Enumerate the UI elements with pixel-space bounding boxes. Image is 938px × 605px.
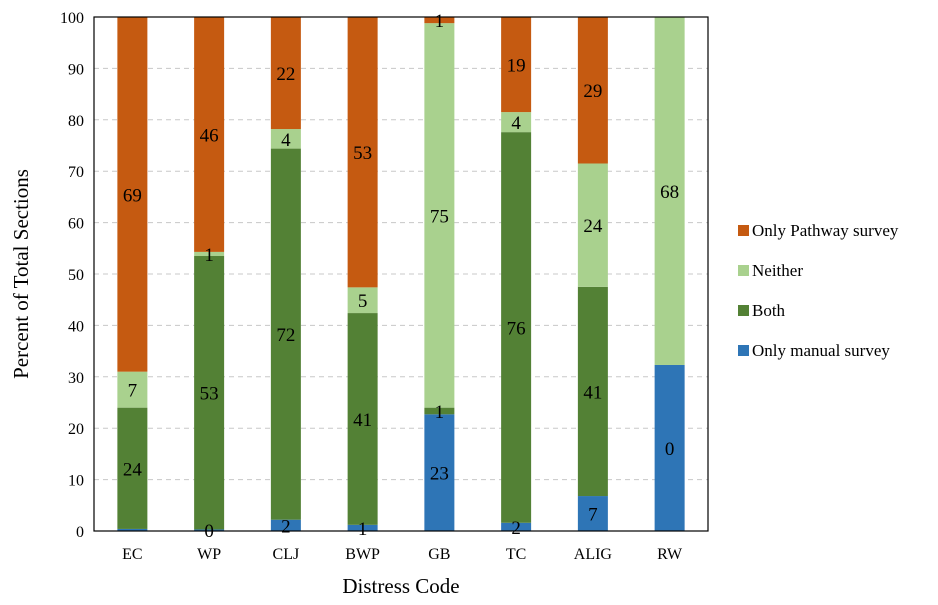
data-label: 76 [507,318,526,339]
bar-segment [117,371,148,408]
bar-segments [117,17,685,531]
data-label: 4 [511,113,521,134]
y-tick-label: 90 [68,61,84,78]
legend-label: Neither [752,261,803,280]
bar-segment [577,163,608,287]
data-label: 41 [353,410,372,431]
legend-swatch [738,345,749,356]
data-label: 1 [204,245,214,266]
data-label: 1 [358,519,368,540]
x-tick-label: ALIG [574,546,613,563]
bar-segment [424,17,455,24]
data-label: 7 [588,505,598,526]
data-label: 68 [660,182,679,203]
data-label: 0 [665,439,675,460]
y-tick-label: 20 [68,421,84,438]
bar-segment [194,251,225,257]
data-label: 22 [276,64,295,85]
data-label: 53 [200,384,219,405]
data-label: 75 [430,206,449,227]
bar-segment [501,112,532,133]
bar-segment [424,23,455,408]
gridlines [94,67,708,481]
bar-segment [577,496,608,531]
bar-segment [270,148,301,520]
bar-segment [117,17,148,372]
data-label: 7 [128,381,138,402]
bar-segment [577,286,608,497]
bar-segment [270,17,301,130]
bar-segment [424,407,455,415]
bar-segment [117,407,148,529]
y-tick-label: 70 [68,164,84,181]
legend-swatch [738,225,749,236]
bar-segment [117,528,148,531]
data-label: 41 [583,382,602,403]
x-axis-title: Distress Code [342,574,459,598]
bar-segment [270,519,301,531]
y-tick-label: 0 [76,524,84,541]
x-axis-ticks: EC WP CLJ BWP GB TC ALIG RW [122,546,683,563]
bar-segment [194,17,225,252]
x-tick-label: CLJ [273,546,300,563]
x-tick-label: EC [122,546,142,563]
data-label: 2 [281,516,291,537]
data-label: 69 [123,185,142,206]
y-tick-label: 40 [68,318,84,335]
y-tick-label: 60 [68,216,84,233]
x-tick-label: WP [197,546,221,563]
bar-segment [501,17,532,113]
data-label: 29 [583,81,602,102]
data-label: 4 [281,130,291,151]
data-label: 24 [123,459,143,480]
x-tick-label: RW [657,546,683,563]
bar-segment [654,17,685,365]
x-tick-label: BWP [345,546,380,563]
y-tick-label: 100 [60,10,84,27]
y-tick-label: 80 [68,113,84,130]
y-tick-label: 30 [68,370,84,387]
legend-label: Both [752,301,786,320]
legend: Only Pathway survey Neither Both Only manua… [738,221,899,360]
plot-area-frame [93,16,709,532]
bar-segment [194,529,225,531]
bar-segment [577,17,608,164]
data-label: 23 [430,464,449,485]
data-label: 72 [276,325,295,346]
data-labels: 24 7 69 0 53 1 46 2 72 4 22 1 41 5 53 23 1 75 1 2 76 4 19 7 41 24… [123,11,679,542]
bar-segment [501,522,532,531]
data-label: 5 [358,291,368,312]
data-label: 46 [200,125,219,146]
bar-segment [347,524,378,531]
bar-segment [194,256,225,530]
y-axis-ticks: 0 10 20 30 40 50 60 70 80 90 100 [60,10,84,541]
data-label: 0 [204,521,214,542]
legend-label: Only manual survey [752,341,890,360]
bar-segment [347,313,378,525]
data-label: 1 [435,11,445,32]
data-label: 53 [353,143,372,164]
x-tick-label: TC [506,546,526,563]
bar-segment [347,287,378,314]
bar-segment [501,132,532,523]
legend-swatch [738,305,749,316]
data-label: 19 [507,56,526,77]
y-axis-title: Percent of Total Sections [9,169,33,379]
bar-segment [424,414,455,531]
bar-segment [654,364,685,531]
y-tick-label: 10 [68,473,84,490]
data-label: 24 [583,216,603,237]
y-tick-label: 50 [68,267,84,284]
legend-swatch [738,265,749,276]
data-label: 1 [435,402,445,423]
bar-segment [347,17,378,288]
legend-label: Only Pathway survey [752,221,899,240]
data-label: 2 [511,518,521,539]
x-tick-label: GB [428,546,450,563]
bar-segment [270,129,301,149]
